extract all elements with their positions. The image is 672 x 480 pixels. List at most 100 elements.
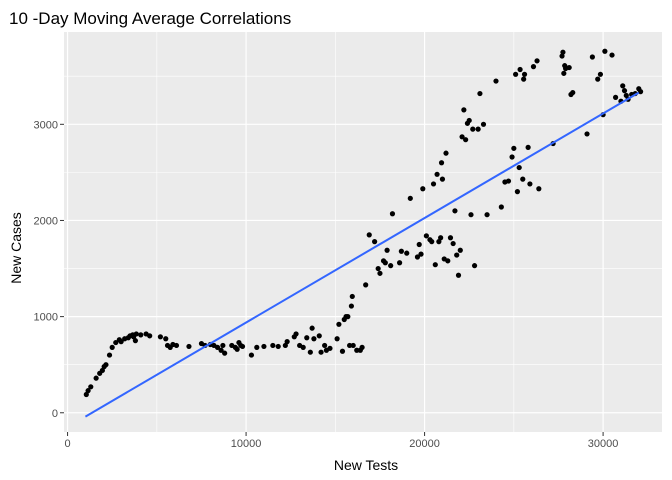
x-axis: 0 10000 20000 30000 <box>65 432 618 450</box>
data-point <box>429 239 435 245</box>
data-point <box>349 293 355 300</box>
data-point <box>214 344 221 350</box>
data-point <box>316 333 322 339</box>
data-point <box>173 342 180 349</box>
data-point <box>498 204 504 210</box>
data-point <box>222 350 228 356</box>
data-point <box>477 90 483 97</box>
data-point <box>132 338 139 344</box>
data-point <box>366 232 372 238</box>
data-point <box>350 342 356 349</box>
data-point <box>103 362 109 368</box>
data-point <box>527 181 533 187</box>
data-point <box>521 76 527 82</box>
data-point <box>534 58 540 64</box>
data-point <box>457 247 463 253</box>
data-point <box>396 260 403 266</box>
data-point <box>621 88 628 94</box>
x-axis-label: New Tests <box>334 457 398 473</box>
data-point <box>186 343 192 350</box>
data-point <box>239 343 246 350</box>
data-point <box>525 144 531 150</box>
data-point <box>220 342 226 349</box>
data-point <box>85 388 91 394</box>
data-point <box>609 52 615 58</box>
data-point <box>597 71 604 77</box>
y-tick-label: 2000 <box>34 215 58 227</box>
data-point <box>471 263 478 269</box>
data-point <box>336 321 342 327</box>
data-point <box>388 263 394 269</box>
data-point <box>348 303 354 309</box>
data-point <box>505 178 512 184</box>
data-point <box>560 49 566 55</box>
data-point <box>520 176 526 182</box>
data-point <box>595 76 601 82</box>
data-point <box>318 349 324 355</box>
data-point <box>270 342 276 349</box>
data-point <box>438 235 444 241</box>
data-point <box>309 325 315 331</box>
data-point <box>345 314 351 320</box>
data-point <box>347 342 353 349</box>
data-point <box>516 164 522 171</box>
data-point <box>234 346 240 352</box>
data-point <box>439 176 446 182</box>
data-point <box>275 343 281 350</box>
data-point <box>311 336 317 342</box>
data-point <box>493 78 499 84</box>
data-point <box>118 339 124 345</box>
data-point <box>438 160 445 166</box>
data-point <box>133 331 139 337</box>
data-point <box>468 212 474 218</box>
data-point <box>88 384 94 390</box>
data-point <box>514 189 521 195</box>
data-point <box>450 240 456 247</box>
data-point <box>218 347 224 353</box>
data-point <box>620 83 626 89</box>
data-points <box>83 48 644 398</box>
data-point <box>157 334 163 340</box>
y-axis: 0 1000 2000 3000 <box>34 119 64 420</box>
data-point <box>372 239 378 245</box>
data-point <box>327 345 333 351</box>
data-point <box>300 344 306 350</box>
y-tick-label: 0 <box>52 408 58 420</box>
data-point <box>475 126 481 132</box>
grid-major <box>64 32 662 432</box>
plot-panel <box>64 32 662 432</box>
data-point <box>612 94 619 100</box>
data-point <box>509 154 515 160</box>
data-point <box>138 332 144 338</box>
chart-title: 10 -Day Moving Average Correlations <box>9 9 291 28</box>
data-point <box>334 336 340 342</box>
data-point <box>414 254 421 260</box>
data-point <box>589 54 595 60</box>
data-point <box>470 126 476 132</box>
data-point <box>566 64 572 71</box>
data-point <box>384 247 390 253</box>
data-point <box>418 251 424 257</box>
data-point <box>420 186 426 192</box>
data-point <box>322 342 328 349</box>
data-point <box>570 89 576 96</box>
data-point <box>398 248 404 254</box>
data-point <box>304 335 310 341</box>
data-point <box>463 137 469 143</box>
data-point <box>517 66 523 73</box>
data-point <box>363 282 369 288</box>
data-point <box>375 265 381 272</box>
data-point <box>407 195 413 201</box>
data-point <box>147 333 153 339</box>
data-point <box>293 331 299 337</box>
data-point <box>423 233 429 239</box>
data-point <box>447 235 454 241</box>
data-point <box>536 186 542 192</box>
data-point <box>416 241 422 248</box>
data-point <box>484 212 490 218</box>
data-point <box>339 348 346 354</box>
trend-line <box>84 91 640 418</box>
data-point <box>452 208 458 214</box>
data-point <box>445 258 451 264</box>
